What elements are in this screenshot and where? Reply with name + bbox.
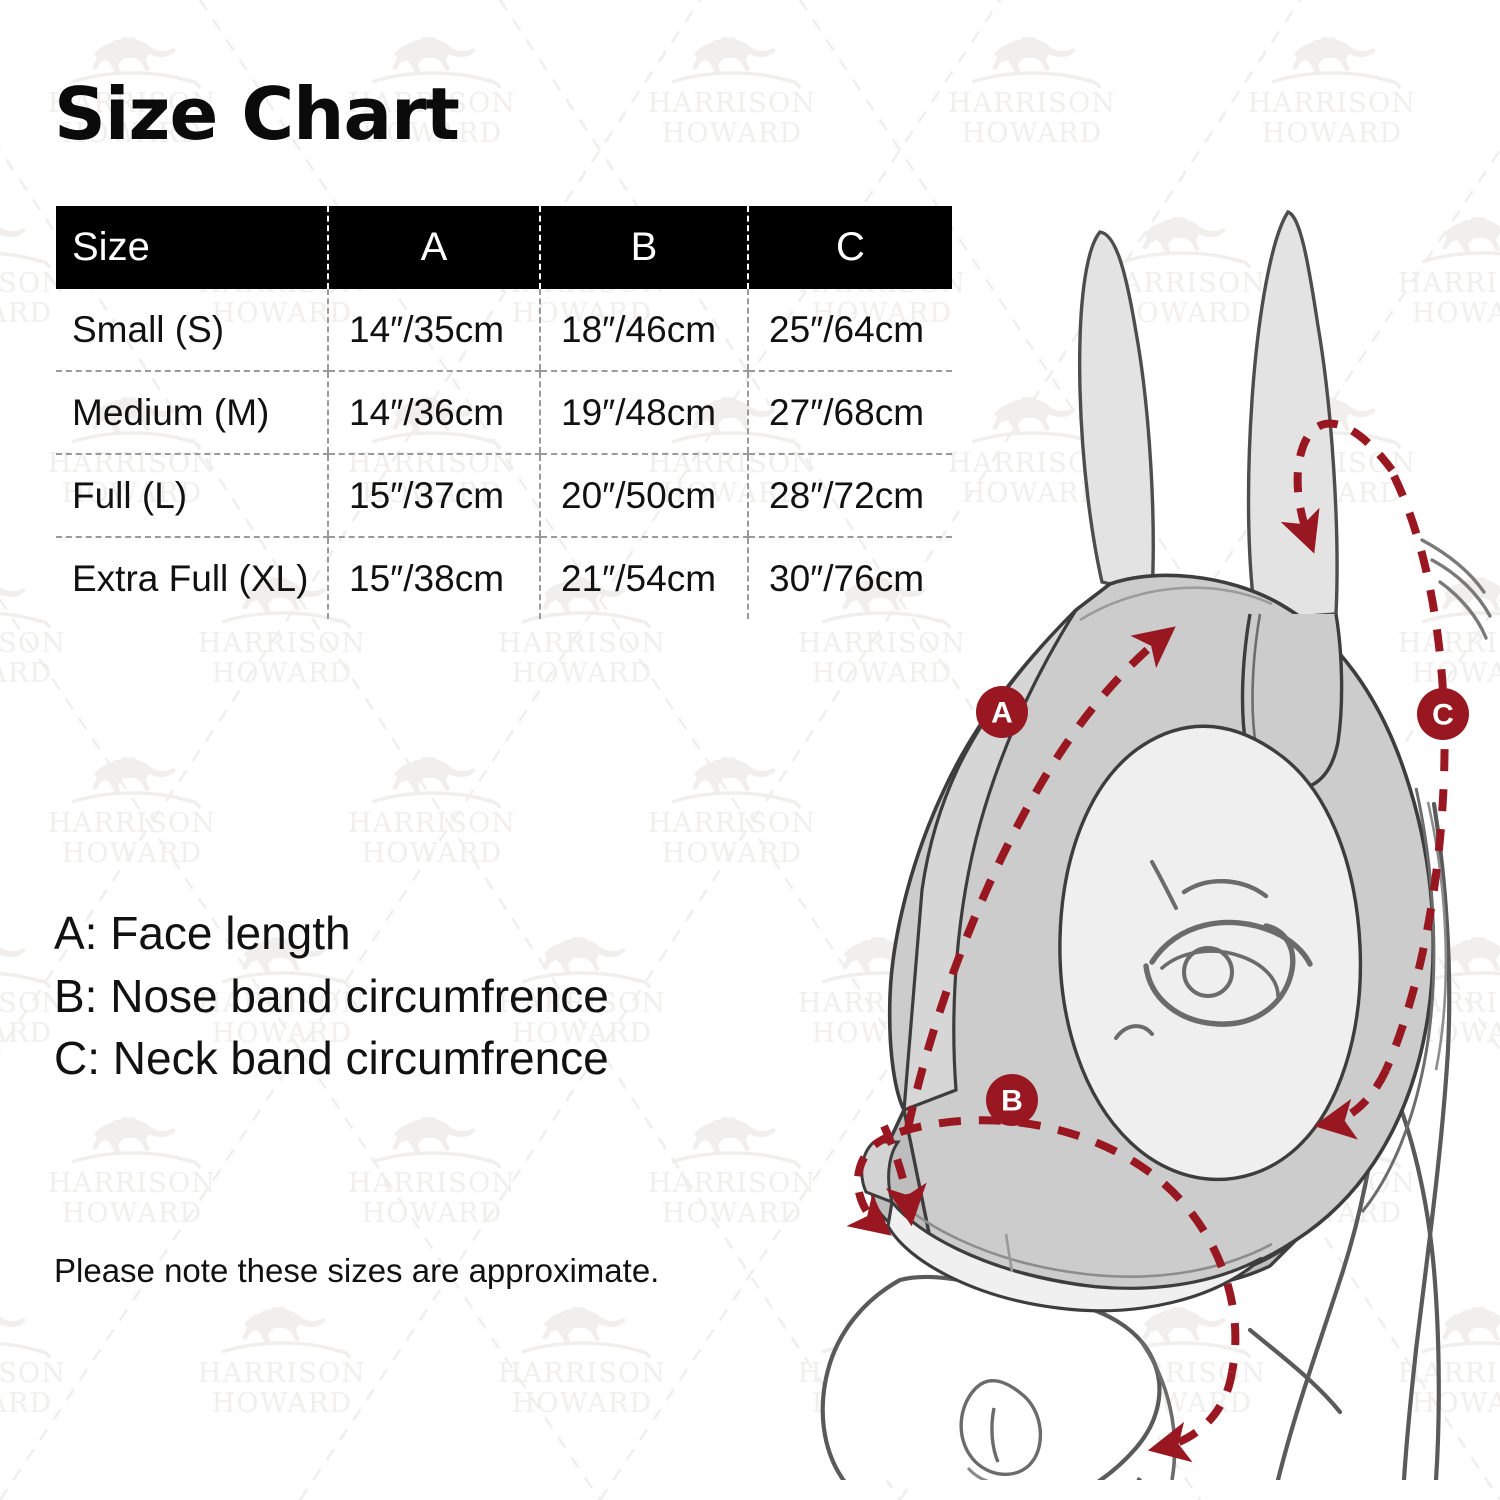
cell-c: 28″/72cm xyxy=(747,454,952,538)
table-row: Small (S) 14″/35cm 18″/46cm 25″/64cm xyxy=(56,289,952,372)
cell-b: 20″/50cm xyxy=(539,454,748,538)
badge-b: B xyxy=(986,1074,1038,1126)
table-row: Full (L) 15″/37cm 20″/50cm 28″/72cm xyxy=(56,454,952,538)
badge-b-label: B xyxy=(1001,1085,1023,1118)
cell-size: Extra Full (XL) xyxy=(72,557,309,599)
cell-c: 25″/64cm xyxy=(747,289,952,372)
measurement-legend: A: Face length B: Nose band circumfrence… xyxy=(54,902,609,1090)
legend-item-a: A: Face length xyxy=(54,907,351,959)
badge-c-label: C xyxy=(1432,699,1454,732)
badge-c: C xyxy=(1417,688,1469,740)
table-row: Extra Full (XL) 15″/38cm 21″/54cm 30″/76… xyxy=(56,537,952,619)
table-row: Medium (M) 14″/36cm 19″/48cm 27″/68cm xyxy=(56,371,952,455)
cell-b: 18″/46cm xyxy=(539,289,748,372)
legend-item-b: B: Nose band circumfrence xyxy=(54,969,609,1022)
badge-a-label: A xyxy=(991,697,1013,730)
cell-b: 21″/54cm xyxy=(539,537,748,619)
column-header-size: Size xyxy=(56,206,328,289)
cell-b: 19″/48cm xyxy=(539,371,748,455)
cell-size: Small (S) xyxy=(56,289,328,372)
column-header-c: C xyxy=(747,206,952,289)
cell-size: Full (L) xyxy=(56,454,328,538)
approximate-size-note: Please note these sizes are approximate. xyxy=(54,1252,660,1289)
cell-a: 14″/35cm xyxy=(327,289,540,372)
horse-ears xyxy=(1077,209,1339,622)
column-header-b: B xyxy=(539,206,748,289)
cell-c: 27″/68cm xyxy=(747,371,952,455)
cell-a: 15″/38cm xyxy=(327,537,540,619)
table-header-row: Size A B C xyxy=(56,206,952,289)
badge-a: A xyxy=(976,686,1028,738)
column-header-a: A xyxy=(327,206,540,289)
cell-a: 14″/36cm xyxy=(327,371,540,455)
legend-item-c: C: Neck band circumfrence xyxy=(54,1032,609,1085)
cell-c: 30″/76cm xyxy=(747,537,952,619)
size-chart-table: Size A B C Small (S) 14″/35cm 18″/46cm 2… xyxy=(56,206,952,619)
cell-a: 15″/37cm xyxy=(327,454,540,538)
page-title: Size Chart xyxy=(54,72,460,156)
cell-size: Medium (M) xyxy=(56,371,328,455)
